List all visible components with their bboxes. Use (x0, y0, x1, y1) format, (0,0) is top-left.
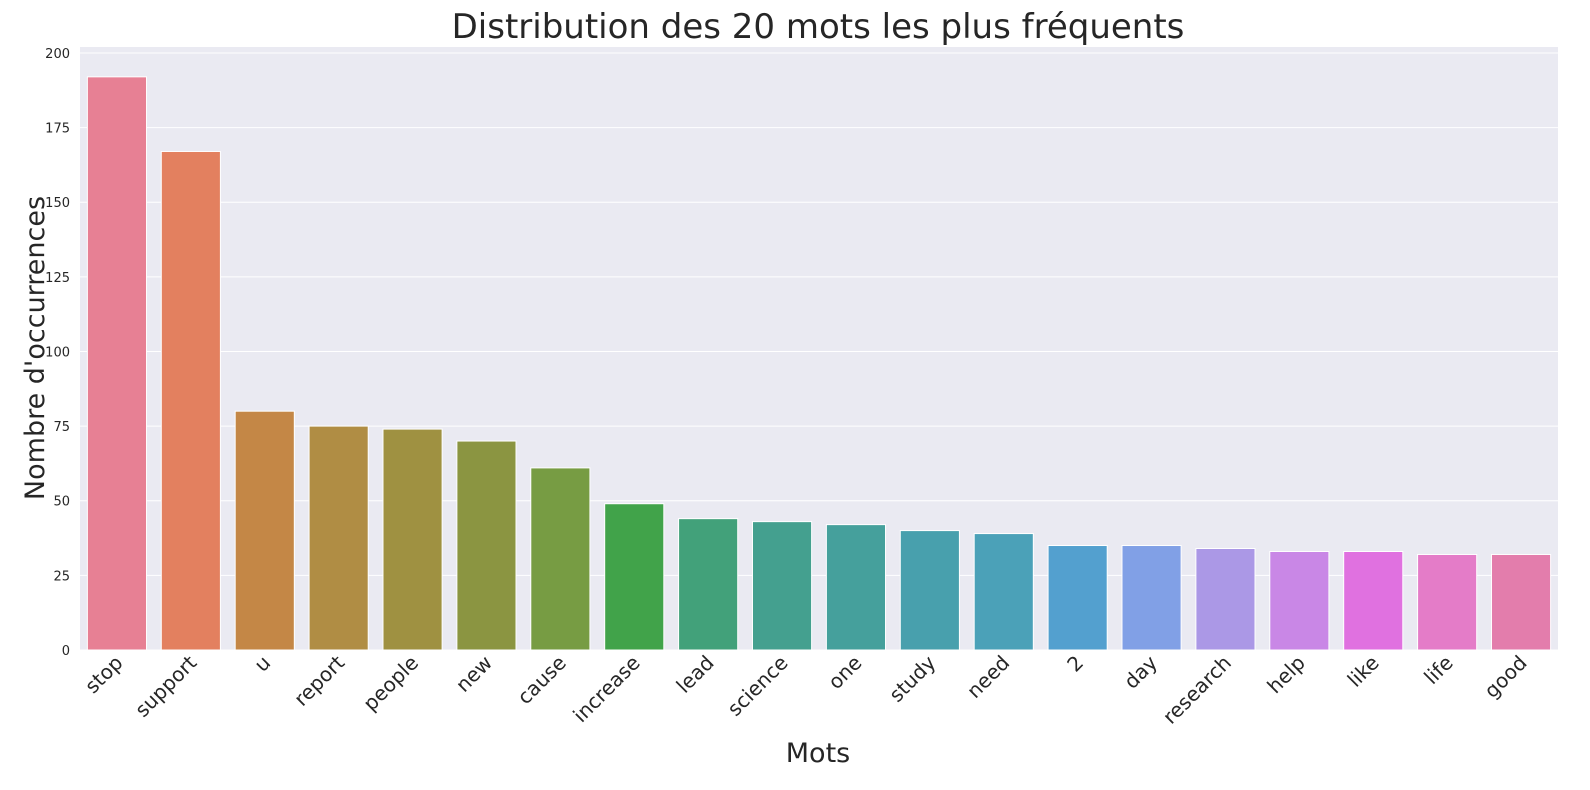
x-tick-label: good (1479, 651, 1531, 703)
y-tick-label: 125 (45, 271, 70, 286)
x-tick-label: new (451, 651, 497, 697)
x-tick-label: one (823, 651, 866, 694)
x-tick-label: help (1262, 651, 1310, 699)
bar-stop (86, 76, 148, 651)
y-tick-label: 25 (53, 569, 70, 584)
x-tick-label: study (884, 650, 940, 706)
y-axis-label: Nombre d'occurrences (20, 196, 51, 500)
bar-study (899, 530, 960, 651)
bar-cause (530, 467, 591, 651)
x-tick-label: cause (512, 651, 570, 709)
plot-background (80, 47, 1558, 650)
x-tick-label: u (249, 651, 275, 677)
bar-good (1490, 553, 1552, 651)
bar-people (382, 428, 443, 651)
y-tick-label: 0 (62, 644, 70, 659)
x-tick-label: day (1119, 650, 1162, 693)
x-tick-label: stop (80, 651, 128, 699)
bar-like (1343, 550, 1404, 651)
x-tick-label: science (722, 651, 792, 721)
x-axis-label: Mots (786, 738, 850, 769)
y-tick-label: 175 (45, 122, 70, 137)
x-tick-label: support (130, 650, 201, 721)
x-tick-label: like (1343, 651, 1384, 692)
y-tick-label: 200 (45, 47, 70, 62)
bar-help (1269, 550, 1330, 651)
bar-one (825, 524, 887, 651)
x-tick-label: increase (568, 651, 645, 728)
x-tick-label: report (289, 650, 349, 710)
bar-support (160, 150, 221, 651)
bar-new (456, 440, 517, 651)
bar-life (1417, 553, 1478, 651)
x-tick-label: lead (671, 651, 718, 698)
bar-science (751, 521, 813, 651)
chart-title: Distribution des 20 mots les plus fréque… (452, 7, 1185, 47)
x-tick-label: 2 (1062, 651, 1088, 677)
y-tick-label: 150 (45, 196, 70, 211)
bar-2 (1047, 545, 1108, 651)
bar-research (1195, 548, 1256, 651)
bar-need (973, 533, 1034, 651)
x-tick-label: life (1419, 651, 1458, 690)
bar-day (1121, 545, 1182, 651)
bars (86, 76, 1552, 651)
y-tick-label: 75 (53, 420, 70, 435)
bar-u (234, 410, 295, 651)
bar-increase (604, 503, 665, 651)
y-tick-label: 100 (45, 345, 70, 360)
x-tick-labels: stop support u report people new causeincrease… (80, 650, 1532, 728)
y-tick-labels: 0 25 50 75 100 125 150 175 200 (45, 47, 70, 659)
x-tick-label: need (962, 651, 1014, 703)
y-tick-label: 50 (53, 495, 70, 510)
bar-lead (678, 518, 739, 651)
bar-report (308, 425, 369, 651)
x-tick-label: research (1158, 651, 1236, 729)
x-tick-label: people (358, 651, 423, 716)
